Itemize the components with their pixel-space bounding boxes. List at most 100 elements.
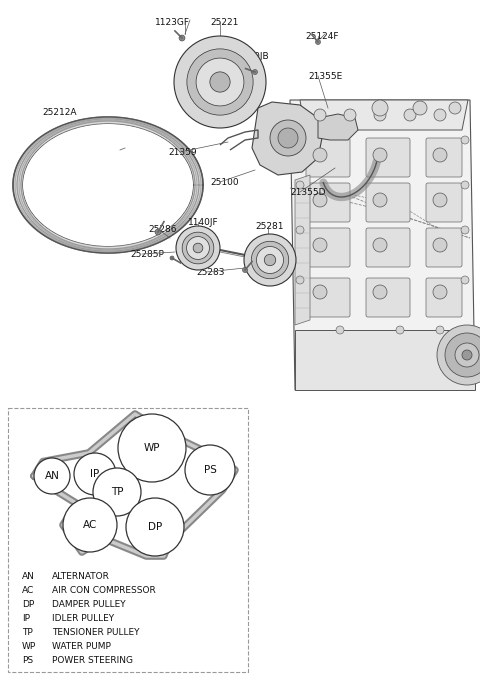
Text: DAMPER PULLEY: DAMPER PULLEY [52,600,126,609]
Circle shape [445,333,480,377]
Circle shape [461,136,469,144]
Circle shape [296,181,304,189]
FancyBboxPatch shape [426,183,462,222]
Circle shape [433,148,447,162]
Circle shape [315,40,321,45]
Text: IDLER PULLEY: IDLER PULLEY [52,614,114,623]
Circle shape [313,148,327,162]
FancyBboxPatch shape [306,138,350,177]
Circle shape [170,256,174,260]
Text: WATER PUMP: WATER PUMP [52,642,111,651]
Circle shape [155,229,161,235]
Circle shape [373,285,387,299]
Circle shape [437,325,480,385]
Circle shape [296,276,304,284]
Circle shape [174,36,266,128]
Circle shape [126,498,184,556]
Text: 1123GF: 1123GF [155,18,190,27]
Circle shape [278,128,298,148]
Circle shape [436,326,444,334]
Text: AC: AC [83,520,97,530]
Text: AN: AN [45,471,60,481]
Circle shape [63,498,117,552]
Circle shape [413,101,427,115]
Circle shape [270,120,306,156]
Circle shape [296,226,304,234]
Text: AIR CON COMPRESSOR: AIR CON COMPRESSOR [52,586,156,595]
Text: WP: WP [144,443,160,453]
Text: DP: DP [148,522,162,532]
FancyBboxPatch shape [306,278,350,317]
Text: TP: TP [22,628,33,637]
Text: AC: AC [22,586,34,595]
FancyBboxPatch shape [366,183,410,222]
Circle shape [193,243,203,253]
Polygon shape [295,330,475,390]
Polygon shape [290,100,475,390]
Circle shape [461,181,469,189]
Text: AN: AN [22,572,35,581]
Circle shape [256,246,284,274]
Text: IP: IP [22,614,30,623]
Circle shape [455,343,479,367]
Circle shape [373,193,387,207]
Text: 1140JF: 1140JF [188,218,218,227]
Circle shape [336,326,344,334]
Circle shape [313,193,327,207]
Text: WP: WP [22,642,36,651]
Circle shape [433,285,447,299]
Text: 25212A: 25212A [42,108,76,117]
Text: TENSIONER PULLEY: TENSIONER PULLEY [52,628,140,637]
Circle shape [118,414,186,482]
Polygon shape [318,114,358,140]
Text: PS: PS [22,656,33,665]
Circle shape [187,237,209,259]
Text: PS: PS [204,465,216,475]
FancyBboxPatch shape [306,228,350,267]
Ellipse shape [23,124,193,246]
Circle shape [296,136,304,144]
Circle shape [461,226,469,234]
Circle shape [344,109,356,121]
Circle shape [176,226,220,270]
Circle shape [461,276,469,284]
Text: 21355D: 21355D [290,188,325,197]
Circle shape [244,234,296,286]
Circle shape [462,350,472,360]
Text: 25281: 25281 [255,222,284,231]
Text: 25286: 25286 [148,225,177,234]
Text: ALTERNATOR: ALTERNATOR [52,572,110,581]
Polygon shape [295,175,310,325]
Text: 1430JB: 1430JB [238,52,270,61]
Text: POWER STEERING: POWER STEERING [52,656,133,665]
Text: 21355E: 21355E [308,72,342,81]
Text: 21359: 21359 [168,148,197,157]
FancyBboxPatch shape [366,278,410,317]
Polygon shape [252,102,322,175]
Circle shape [185,445,235,495]
Text: 25283: 25283 [196,268,225,277]
Circle shape [449,102,461,114]
Circle shape [34,458,70,494]
Circle shape [313,285,327,299]
Circle shape [314,109,326,121]
Text: 25124F: 25124F [305,32,338,41]
Circle shape [374,109,386,121]
Circle shape [187,49,253,115]
Circle shape [313,238,327,252]
FancyBboxPatch shape [426,138,462,177]
FancyBboxPatch shape [366,138,410,177]
FancyBboxPatch shape [306,183,350,222]
Polygon shape [300,100,468,130]
Circle shape [264,255,276,265]
Circle shape [372,100,388,116]
Circle shape [252,241,289,279]
Text: 25285P: 25285P [130,250,164,259]
Circle shape [433,193,447,207]
Circle shape [373,238,387,252]
Circle shape [404,109,416,121]
Text: DP: DP [22,600,34,609]
Circle shape [179,35,185,41]
Text: IP: IP [90,469,100,479]
Text: TP: TP [111,487,123,497]
